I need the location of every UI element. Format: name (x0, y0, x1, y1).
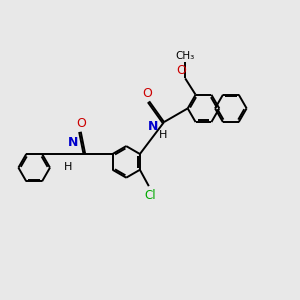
Text: CH₃: CH₃ (176, 50, 195, 61)
Text: N: N (148, 120, 159, 133)
Text: H: H (64, 162, 72, 172)
Text: N: N (68, 136, 78, 148)
Text: O: O (143, 87, 153, 100)
Text: Cl: Cl (145, 188, 156, 202)
Text: O: O (177, 64, 187, 77)
Text: O: O (76, 117, 86, 130)
Text: H: H (159, 130, 167, 140)
